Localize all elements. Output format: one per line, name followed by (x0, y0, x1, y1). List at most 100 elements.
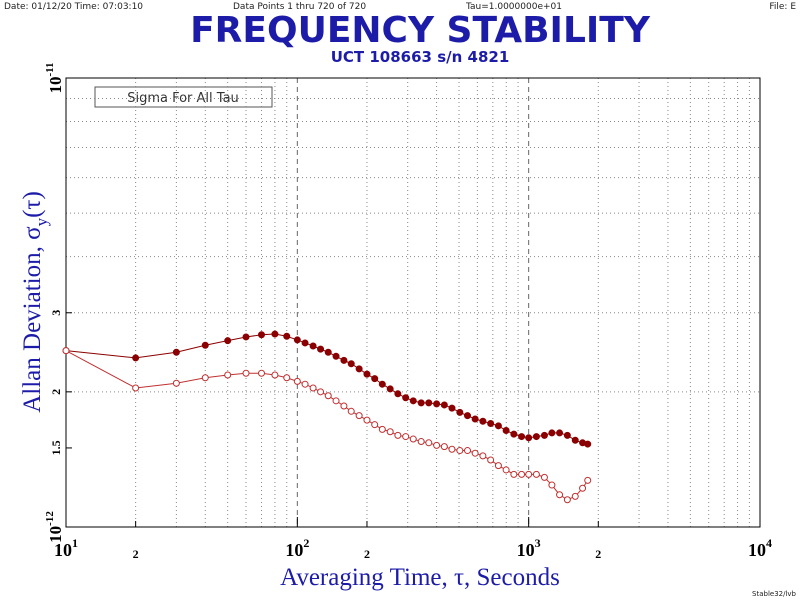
data-point (402, 394, 410, 402)
y-tick-label: 10-11 (44, 62, 65, 93)
data-point (201, 374, 209, 382)
y-tick-label-base: 1.5 (49, 440, 63, 455)
data-point (440, 401, 448, 409)
data-point (257, 331, 265, 339)
data-point (518, 433, 526, 441)
x-axis-label: Averaging Time, τ, Seconds (280, 564, 560, 591)
data-point (257, 369, 265, 377)
data-point (386, 385, 394, 393)
data-point (579, 484, 587, 492)
data-point (378, 380, 386, 388)
data-point (548, 429, 556, 437)
data-point (548, 481, 556, 489)
data-point (62, 347, 70, 355)
data-point (448, 445, 456, 453)
x-tick-label-base: 10 (285, 540, 303, 560)
x-tick-label: 102 (285, 536, 309, 560)
data-point (417, 399, 425, 407)
data-point (132, 384, 140, 392)
y-tick-label: 2 (49, 389, 63, 395)
data-point (518, 470, 526, 478)
x-tick-label: 104 (748, 536, 772, 560)
y-axis-label-end: (τ) (19, 191, 46, 218)
data-point (332, 397, 340, 405)
data-point (324, 392, 332, 400)
data-point (242, 369, 250, 377)
data-point (584, 440, 592, 448)
data-point (201, 341, 209, 349)
data-point (317, 345, 325, 353)
x-tick-label-base: 2 (595, 547, 601, 561)
data-point (371, 375, 379, 383)
data-point (172, 348, 180, 356)
data-point (309, 342, 317, 350)
data-point (584, 476, 592, 484)
data-point (440, 443, 448, 451)
data-point (363, 416, 371, 424)
data-point (293, 377, 301, 385)
data-point (332, 352, 340, 360)
data-point (471, 415, 479, 423)
data-point (479, 417, 487, 425)
data-point (510, 430, 518, 438)
footer: Stable32/lvb (752, 590, 797, 598)
y-tick-label-base: 3 (49, 310, 63, 316)
data-point (172, 379, 180, 387)
x-tick-label: 103 (517, 536, 541, 560)
data-point (471, 449, 479, 457)
data-point (317, 388, 325, 396)
data-point (502, 466, 510, 474)
x-tick-label-exp: 2 (303, 536, 309, 550)
y-tick-label: 1.5 (49, 440, 63, 455)
data-point (571, 436, 579, 444)
data-point (494, 462, 502, 470)
y-tick-label-base: 2 (49, 389, 63, 395)
data-point (417, 438, 425, 446)
data-point (394, 431, 402, 439)
data-point (464, 412, 472, 420)
data-point (355, 365, 363, 373)
data-point (378, 425, 386, 433)
plot-frame (65, 77, 761, 528)
data-point (347, 360, 355, 368)
data-point (293, 336, 301, 344)
data-point (340, 402, 348, 410)
x-tick-label: 101 (54, 536, 78, 560)
data-point (540, 473, 548, 481)
data-point (556, 429, 564, 437)
data-point (571, 492, 579, 500)
data-point (456, 447, 464, 455)
y-axis-label-sub: y (32, 217, 51, 226)
data-point (409, 397, 417, 405)
header-tau: Tau=1.0000000e+01 (465, 2, 562, 12)
x-tick-label-exp: 3 (535, 536, 541, 550)
data-point (433, 400, 441, 408)
x-tick-label-base: 10 (54, 540, 72, 560)
x-tick-label-exp: 4 (766, 536, 772, 550)
data-point (340, 356, 348, 364)
x-tick-label-base: 10 (748, 540, 766, 560)
data-point (487, 456, 495, 464)
data-point (425, 399, 433, 407)
chart-title: FREQUENCY STABILITY (190, 10, 651, 51)
x-tick-label-exp: 1 (72, 536, 78, 550)
y-axis-label-text: Allan Deviation, σ (19, 226, 46, 413)
y-tick-label: 10-12 (44, 511, 65, 543)
data-point (525, 434, 533, 442)
data-point (563, 431, 571, 439)
data-point (525, 470, 533, 478)
data-point (494, 422, 502, 430)
data-point (487, 420, 495, 428)
data-point (371, 421, 379, 429)
data-point (502, 427, 510, 435)
data-point (464, 447, 472, 455)
x-tick-label-base: 10 (517, 540, 535, 560)
data-point (224, 371, 232, 379)
data-point (556, 491, 564, 499)
y-tick-label-exp: -11 (44, 62, 56, 76)
data-point (355, 412, 363, 420)
data-point (324, 348, 332, 356)
data-point (532, 470, 540, 478)
data-point (425, 439, 433, 447)
